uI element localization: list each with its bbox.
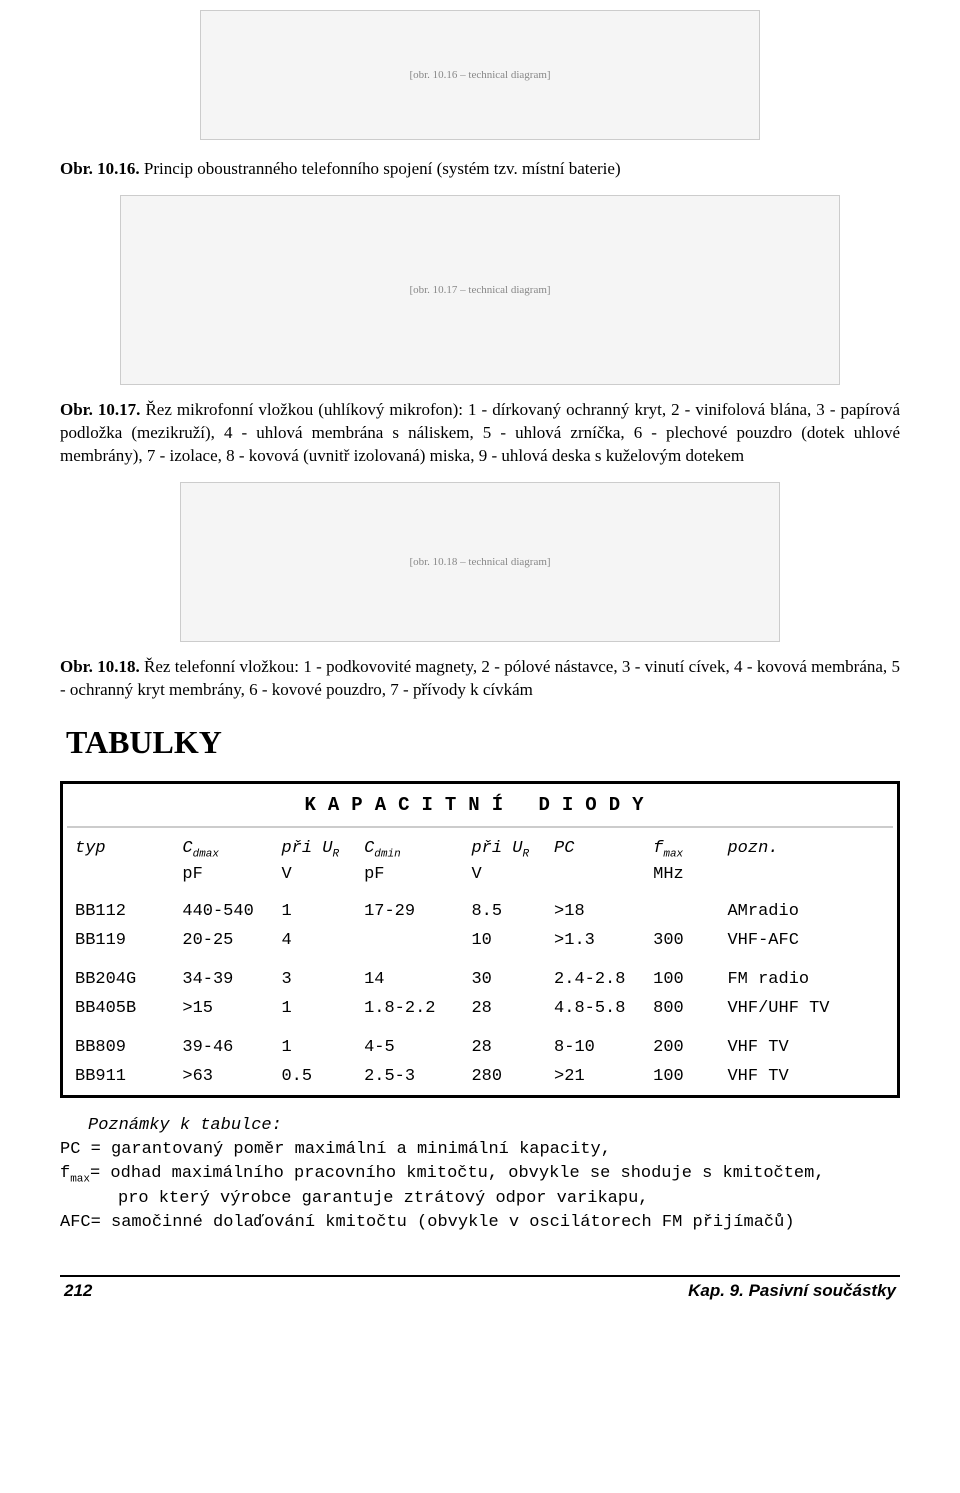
notes-line-2b: pro který výrobce garantuje ztrátový odp… [60, 1187, 900, 1211]
caption-10-17-bold: Obr. 10.17. [60, 400, 140, 419]
caption-10-18: Obr. 10.18. Řez telefonní vložkou: 1 - p… [60, 656, 900, 702]
cell-cdmin: 2.5-3 [356, 1062, 463, 1091]
table-row: BB11920-254 10>1.3300VHF-AFC [67, 926, 893, 955]
notes-line-1: PC = garantovaný poměr maximální a minim… [60, 1138, 900, 1162]
cell-ur1: 1 [273, 1033, 356, 1062]
cell-pc: >1.3 [546, 926, 645, 955]
cell-ur2: 30 [463, 965, 546, 994]
cell-pc: >21 [546, 1062, 645, 1091]
cell-ur1: 3 [273, 965, 356, 994]
table-body: BB112440-540117-298.5>18AMradioBB11920-2… [67, 893, 893, 1091]
th2-cdmax: pF [174, 865, 273, 893]
cell-pc: >18 [546, 893, 645, 926]
cell-fmax: 300 [645, 926, 719, 955]
th-ur1: při UR [273, 831, 356, 865]
table-title: KAPACITNÍ DIODY [67, 788, 893, 828]
figure-10-16: [obr. 10.16 – technical diagram] [200, 10, 760, 140]
cell-typ: BB119 [67, 926, 174, 955]
cell-pozn: FM radio [719, 965, 893, 994]
th-fmax: fmax [645, 831, 719, 865]
table-kapacitni-diody: typ Cdmax při UR Cdmin při UR PC fmax po… [67, 828, 893, 1091]
cell-fmax [645, 893, 719, 926]
cell-pozn: VHF-AFC [719, 926, 893, 955]
cell-cdmax: 39-46 [174, 1033, 273, 1062]
cell-cdmax: 440-540 [174, 893, 273, 926]
cell-pc: 8-10 [546, 1033, 645, 1062]
th2-cdmin: pF [356, 865, 463, 893]
th2-ur1: V [273, 865, 356, 893]
cell-fmax: 100 [645, 1062, 719, 1091]
th2-fmax: MHz [645, 865, 719, 893]
cell-ur1: 0.5 [273, 1062, 356, 1091]
cell-fmax: 800 [645, 994, 719, 1023]
cell-cdmax: >15 [174, 994, 273, 1023]
th-typ: typ [67, 831, 174, 865]
th2-ur2: V [463, 865, 546, 893]
cell-pc: 2.4-2.8 [546, 965, 645, 994]
th-cdmax: Cdmax [174, 831, 273, 865]
cell-cdmin: 1.8-2.2 [356, 994, 463, 1023]
table-row: BB80939-4614-5288-10200VHF TV [67, 1033, 893, 1062]
cell-pozn: VHF TV [719, 1033, 893, 1062]
cell-pozn: AMradio [719, 893, 893, 926]
caption-10-18-bold: Obr. 10.18. [60, 657, 140, 676]
cell-cdmax: 34-39 [174, 965, 273, 994]
caption-10-16-text: Princip oboustranného telefonního spojen… [140, 159, 621, 178]
th-ur2: při UR [463, 831, 546, 865]
cell-ur2: 28 [463, 1033, 546, 1062]
cell-typ: BB405B [67, 994, 174, 1023]
table-row: BB112440-540117-298.5>18 AMradio [67, 893, 893, 926]
cell-cdmin: 17-29 [356, 893, 463, 926]
cell-cdmax: 20-25 [174, 926, 273, 955]
table-kapacitni-diody-frame: KAPACITNÍ DIODY typ Cdmax při UR Cdmin p… [60, 781, 900, 1098]
table-row: BB204G34-39314302.4-2.8100FM radio [67, 965, 893, 994]
cell-ur1: 4 [273, 926, 356, 955]
cell-ur2: 10 [463, 926, 546, 955]
cell-pozn: VHF/UHF TV [719, 994, 893, 1023]
cell-pozn: VHF TV [719, 1062, 893, 1091]
notes-title: Poznámky k tabulce: [60, 1114, 900, 1138]
caption-10-16-bold: Obr. 10.16. [60, 159, 140, 178]
page-footer: 212 Kap. 9. Pasivní součástky [60, 1281, 900, 1307]
footer-separator [60, 1275, 900, 1277]
caption-10-16: Obr. 10.16. Princip oboustranného telefo… [60, 158, 900, 181]
footer-chapter: Kap. 9. Pasivní součástky [688, 1281, 896, 1301]
figure-10-18: [obr. 10.18 – technical diagram] [180, 482, 780, 642]
cell-ur2: 28 [463, 994, 546, 1023]
section-title-tabulky: TABULKY [66, 724, 900, 761]
cell-typ: BB809 [67, 1033, 174, 1062]
cell-pc: 4.8-5.8 [546, 994, 645, 1023]
caption-10-17: Obr. 10.17. Řez mikrofonní vložkou (uhlí… [60, 399, 900, 468]
figure-10-17: [obr. 10.17 – technical diagram] [120, 195, 840, 385]
cell-ur1: 1 [273, 893, 356, 926]
cell-ur1: 1 [273, 994, 356, 1023]
cell-typ: BB911 [67, 1062, 174, 1091]
cell-typ: BB112 [67, 893, 174, 926]
caption-10-17-text: Řez mikrofonní vložkou (uhlíkový mikrofo… [60, 400, 900, 465]
cell-cdmax: >63 [174, 1062, 273, 1091]
cell-fmax: 200 [645, 1033, 719, 1062]
cell-cdmin [356, 926, 463, 955]
th-cdmin: Cdmin [356, 831, 463, 865]
footer-page-number: 212 [64, 1281, 92, 1301]
table-notes: Poznámky k tabulce: PC = garantovaný pom… [60, 1114, 900, 1235]
notes-line-3: AFC= samočinné dolaďování kmitočtu (obvy… [60, 1211, 900, 1235]
cell-typ: BB204G [67, 965, 174, 994]
th-pozn: pozn. [719, 831, 893, 865]
th-pc: PC [546, 831, 645, 865]
cell-ur2: 280 [463, 1062, 546, 1091]
cell-fmax: 100 [645, 965, 719, 994]
cell-cdmin: 14 [356, 965, 463, 994]
notes-line-2a: fmax= odhad maximálního pracovního kmito… [60, 1162, 900, 1188]
caption-10-18-text: Řez telefonní vložkou: 1 - podkovovité m… [60, 657, 900, 699]
table-row: BB405B>1511.8-2.2284.8-5.8800VHF/UHF TV [67, 994, 893, 1023]
cell-cdmin: 4-5 [356, 1033, 463, 1062]
table-row: BB911>630.52.5-3280>21100VHF TV [67, 1062, 893, 1091]
cell-ur2: 8.5 [463, 893, 546, 926]
